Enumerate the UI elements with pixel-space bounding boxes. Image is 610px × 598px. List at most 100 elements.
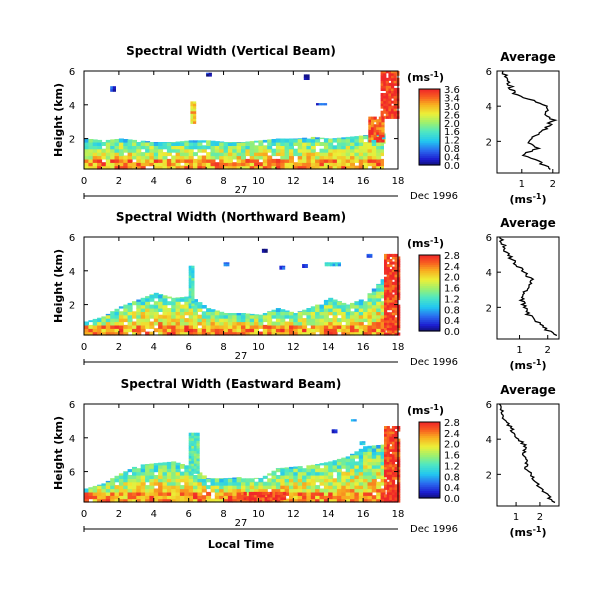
heatmap-cell [123,328,129,333]
heatmap-cell [354,478,360,483]
heatmap-cell [306,475,312,479]
heatmap-cell [145,304,151,309]
y-tick-label: 4 [69,267,75,278]
heatmap-cell [275,308,281,312]
heatmap-feature-cell [384,494,388,498]
colorbar-swatch [419,496,440,499]
heatmap-feature-cell [282,266,286,270]
heatmap-feature-cell [397,304,401,308]
heatmap-cell [341,314,347,319]
colorbar-swatch [419,456,440,459]
heatmap-feature-cell [380,95,384,99]
inset-x-tick-label: 1 [516,345,522,356]
heatmap-cell [358,331,364,336]
heatmap-cell [284,481,290,486]
heatmap-cell [293,471,299,476]
heatmap-cell [262,139,268,143]
heatmap-cell [136,488,142,493]
heatmap-feature-cell [206,72,210,75]
heatmap-cell [310,481,316,486]
heatmap-feature-cell [385,80,389,84]
date-day-label: 27 [235,351,248,362]
heatmap-cell [179,158,185,163]
heatmap-cell [358,495,364,500]
heatmap-feature-cell [193,440,198,444]
heatmap-cell [118,155,124,160]
colorbar-swatch [419,147,440,151]
heatmap-cell [88,158,94,163]
heatmap-cell [140,328,146,333]
heatmap-cell [188,314,194,319]
heatmap-cell [149,468,155,473]
heatmap-cell [201,165,207,170]
heatmap-feature-cell [389,163,393,167]
heatmap-cell [118,148,124,153]
heatmap-cell [310,155,316,160]
heatmap-cell [319,137,325,140]
heatmap-cell [280,314,286,319]
heatmap-cell [302,155,308,160]
heatmap-cell [179,318,185,323]
heatmap-cell [315,468,321,473]
heatmap-cell [140,155,146,160]
heatmap-cell [101,155,107,160]
heatmap-cell [336,475,342,479]
heatmap-cell [197,331,203,336]
heatmap-feature-cell [391,299,396,303]
heatmap-cell [262,145,268,150]
heatmap-cell [275,311,281,316]
heatmap-cell [245,321,251,326]
heatmap-cell [328,138,334,140]
heatmap-cell [306,138,312,143]
heatmap-cell [367,498,373,503]
heatmap-cell [310,324,316,329]
heatmap-feature-cell [254,496,258,500]
colorbar-swatch [419,117,440,120]
heatmap-cell [371,454,377,459]
heatmap-cell [214,495,220,500]
heatmap-feature-cell [391,87,395,91]
heatmap-feature-cell [394,453,398,457]
heatmap-cell [254,140,260,143]
heatmap-cell [302,331,308,336]
heatmap-cell [284,485,290,490]
heatmap-feature-cell [386,456,390,460]
heatmap-cell [201,328,207,333]
heatmap-cell [118,324,124,329]
heatmap-cell [184,155,190,160]
heatmap-cell [149,491,155,496]
heatmap-feature-cell [223,262,227,264]
heatmap-cell [123,162,129,167]
heatmap-feature-cell [371,131,375,135]
heatmap-cell [254,314,260,316]
heatmap-cell [267,481,273,486]
heatmap-cell [350,155,355,160]
heatmap-cell [84,158,89,163]
heatmap-feature-cell [318,103,322,106]
colorbar-swatch [419,302,440,305]
heatmap-feature-cell [193,468,198,472]
heatmap-feature-cell [388,98,392,102]
heatmap-cell [358,478,364,483]
heatmap-cell [232,498,238,503]
heatmap-cell [232,155,238,160]
heatmap-cell [149,321,155,326]
heatmap-cell [188,498,194,503]
heatmap-cell [132,498,137,503]
heatmap-feature-cell [393,110,397,114]
heatmap-cell [210,142,216,146]
colorbar-swatch [419,113,440,117]
heatmap-cell [350,311,355,316]
heatmap-cell [132,155,137,160]
heatmap-cell [341,302,347,306]
panel-0: Spectral Width (Vertical Beam)0 2 4 6 8 10 12 1… [52,44,560,206]
heatmap-feature-cell [188,437,192,441]
heatmap-feature-cell [193,108,197,112]
heatmap-feature-cell [373,119,377,123]
heatmap-feature-cell [383,103,387,107]
heatmap-cell [289,466,294,469]
heatmap-cell [175,301,181,306]
heatmap-cell [114,148,120,153]
heatmap-cell [271,309,277,312]
heatmap-cell [232,314,238,319]
